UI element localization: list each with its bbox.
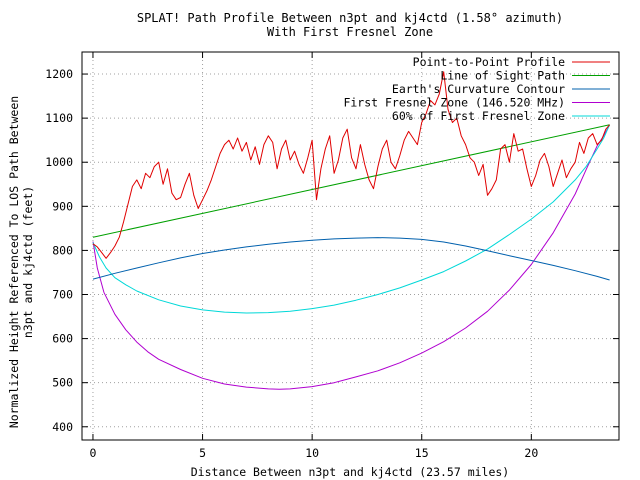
x-tick-label: 10 — [305, 446, 319, 460]
x-tick-label: 0 — [89, 446, 96, 460]
legend-label: Point-to-Point Profile — [413, 55, 565, 69]
y-axis-label-line-2: n3pt and kj4ctd (feet) — [21, 186, 35, 338]
y-tick-label: 1200 — [45, 67, 73, 81]
series-line-1 — [92, 124, 610, 238]
y-tick-label: 500 — [52, 376, 73, 390]
legend-label: Line of Sight Path — [440, 69, 565, 83]
series-line-2 — [92, 237, 610, 281]
y-tick-label: 900 — [52, 199, 73, 213]
x-tick-label: 20 — [524, 446, 538, 460]
series-line-0 — [92, 71, 610, 259]
y-tick-label: 1000 — [45, 155, 73, 169]
x-tick-label: 5 — [199, 446, 206, 460]
chart-title-line-2: With First Fresnel Zone — [267, 25, 433, 39]
axis-ticks: 0 5 10 15 20 400 500 600 700 800 900 1000 1100 1200 — [45, 52, 619, 460]
series-group — [92, 71, 611, 390]
series-line-3 — [92, 124, 611, 390]
y-axis-label-line-1: Normalized Height Referenced To LOS Path… — [7, 96, 21, 428]
y-tick-label: 700 — [52, 288, 73, 302]
x-tick-label: 15 — [415, 446, 429, 460]
legend-label: 60% of First Fresnel Zone — [392, 109, 565, 123]
plot-frame — [81, 51, 620, 441]
legend-label: Earth's Curvature Contour — [392, 82, 565, 96]
x-axis-label: Distance Between n3pt and kj4ctd (23.57 … — [191, 465, 510, 479]
series-line-4 — [92, 124, 611, 314]
grid — [82, 52, 619, 440]
y-tick-label: 600 — [52, 332, 73, 346]
y-tick-label: 800 — [52, 243, 73, 257]
chart-title-line-1: SPLAT! Path Profile Between n3pt and kj4… — [137, 11, 563, 25]
y-tick-label: 400 — [52, 420, 73, 434]
y-tick-label: 1100 — [45, 111, 73, 125]
legend-label: First Fresnel Zone (146.520 MHz) — [343, 96, 565, 110]
